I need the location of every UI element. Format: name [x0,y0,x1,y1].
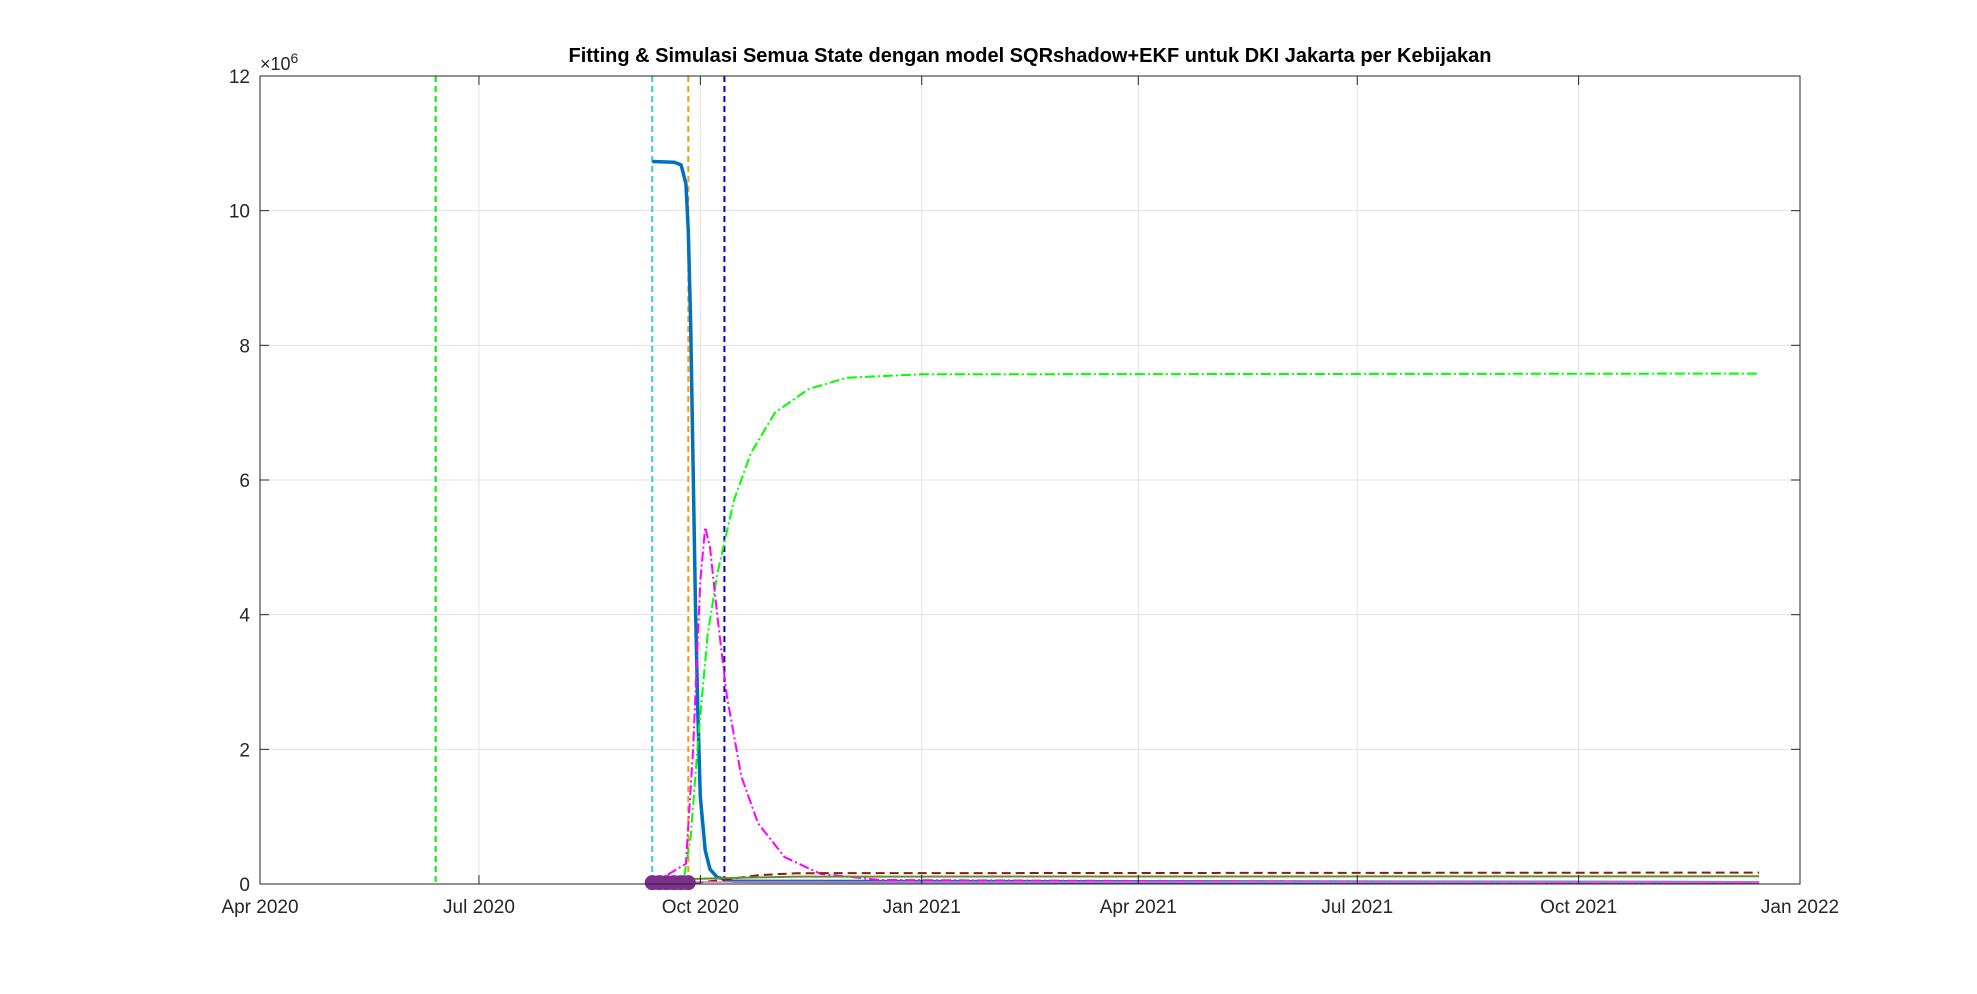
chart-title: Fitting & Simulasi Semua State dengan mo… [568,45,1492,67]
vertical-marker-layer [434,76,726,884]
y-tick-label: 12 [229,67,250,88]
x-tick-label: Oct 2020 [662,897,739,918]
x-tick-label: Apr 2021 [1100,897,1177,918]
y-tick-label: 8 [239,336,250,357]
x-tick-label: Jan 2022 [1761,897,1839,918]
series-line [651,526,1760,885]
grid-layer [259,75,1801,885]
x-tick-label: Jul 2020 [443,897,515,918]
axes-layer: Apr 2020 Jul 2020 Oct 2020 Jan 2021 Apr 2021… [221,50,1839,918]
series-line [652,875,1760,881]
x-tick-label: Jan 2021 [883,897,961,918]
y-exponent-superscript: 6 [291,50,299,66]
y-tick-label: 10 [229,202,250,223]
y-tick-label: 2 [239,740,250,761]
y-tick-label: 4 [239,606,250,627]
series-line [652,372,1760,885]
x-tick-label: Apr 2020 [221,897,298,918]
series-line [652,159,1760,885]
x-tick-label: Jul 2021 [1321,897,1393,918]
y-tick-label: 6 [239,471,250,492]
x-tick-label: Oct 2021 [1540,897,1617,918]
y-tick-label: 0 [239,875,250,896]
series-layer [644,159,1760,891]
